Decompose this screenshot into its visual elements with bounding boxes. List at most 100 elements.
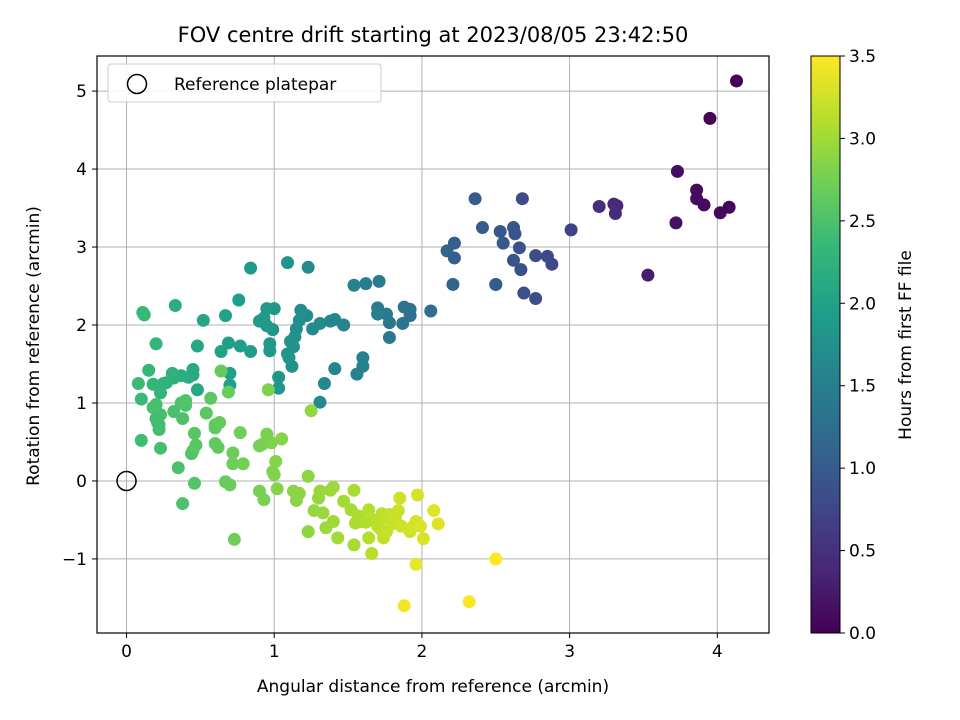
data-point-111: [134, 433, 148, 447]
data-point-7: [670, 164, 684, 178]
data-point-90: [214, 345, 228, 359]
data-point-103: [154, 386, 168, 400]
data-point-205: [427, 504, 441, 518]
data-point-93: [190, 383, 204, 397]
reference-platepar-marker: [116, 470, 137, 492]
data-point-27: [493, 224, 507, 238]
data-point-71: [281, 347, 295, 361]
data-point-141: [221, 385, 235, 399]
data-point-14: [564, 223, 578, 237]
chart-title: FOV centre drift starting at 2023/08/05 …: [178, 23, 689, 47]
data-point-60: [301, 260, 315, 274]
data-point-50: [350, 367, 364, 381]
data-point-178: [347, 483, 361, 497]
data-point-151: [257, 493, 271, 507]
colorbar: 0.0 0.5 1.0 1.5 2.0 2.5 3.0 3.5 Hours from firs…: [810, 47, 916, 644]
data-points: [116, 74, 744, 613]
y-tick-label-3: 2: [76, 316, 87, 336]
data-point-6: [690, 192, 704, 206]
data-point-12: [608, 207, 622, 221]
data-point-21: [514, 263, 528, 277]
data-point-172: [326, 480, 340, 494]
data-point-157: [269, 454, 283, 468]
data-point-30: [475, 221, 489, 235]
data-point-126: [179, 398, 193, 412]
data-point-3: [713, 206, 727, 220]
data-point-123: [176, 497, 190, 511]
data-point-56: [317, 376, 331, 390]
data-point-165: [304, 404, 318, 418]
data-point-183: [362, 531, 376, 545]
data-point-29: [489, 277, 503, 291]
data-point-44: [372, 274, 386, 288]
data-point-53: [328, 362, 342, 376]
colorbar-tick-label-0: 0.0: [849, 624, 876, 644]
x-tick-label-1: 1: [269, 642, 280, 662]
data-point-164: [301, 525, 315, 539]
data-point-51: [347, 278, 361, 292]
colorbar-tick-label-5: 2.5: [849, 212, 876, 232]
data-point-73: [272, 381, 286, 395]
data-point-177: [347, 538, 361, 552]
data-point-154: [264, 436, 278, 450]
data-point-108: [136, 306, 150, 320]
data-point-13: [592, 199, 606, 213]
data-point-20: [515, 192, 529, 206]
data-point-163: [301, 469, 315, 483]
data-point-207: [409, 557, 423, 571]
data-point-168: [313, 484, 327, 498]
data-point-129: [187, 476, 201, 490]
x-axis-label: Angular distance from reference (arcmin): [257, 677, 609, 697]
data-point-70: [281, 256, 295, 270]
y-tick-label-4: 3: [76, 238, 87, 258]
data-point-210: [489, 552, 503, 566]
data-point-144: [226, 446, 240, 460]
colorbar-tick-label-3: 1.5: [849, 377, 876, 397]
data-point-209: [462, 595, 476, 609]
data-point-146: [233, 426, 247, 440]
x-tick-label-4: 4: [712, 642, 723, 662]
colorbar-ticks: 0.0 0.5 1.0 1.5 2.0 2.5 3.0 3.5: [840, 47, 876, 644]
colorbar-tick-label-7: 3.5: [849, 47, 876, 67]
data-point-110: [131, 376, 145, 390]
data-point-46: [371, 307, 385, 321]
data-point-156: [267, 468, 281, 482]
data-point-197: [393, 491, 407, 505]
data-point-145: [227, 532, 241, 546]
data-point-62: [294, 303, 308, 317]
data-point-158: [270, 482, 284, 496]
data-point-106: [142, 363, 156, 377]
data-point-1: [703, 111, 717, 125]
data-point-121: [171, 461, 185, 475]
data-point-81: [252, 314, 266, 328]
x-tick-label-2: 2: [417, 642, 428, 662]
y-tick-label-2: 1: [76, 394, 87, 414]
data-point-40: [396, 316, 410, 330]
data-point-139: [214, 364, 228, 378]
y-tick-label-6: 5: [76, 82, 87, 102]
data-point-130: [187, 426, 201, 440]
legend-box: [107, 63, 382, 103]
data-point-119: [146, 401, 160, 415]
data-point-153: [261, 383, 275, 397]
data-point-173: [326, 514, 340, 528]
data-point-88: [221, 336, 235, 350]
data-point-174: [331, 531, 345, 545]
y-axis-label: Rotation from reference (arcmin): [24, 206, 44, 486]
data-point-137: [211, 440, 225, 454]
legend-marker-open-circle: [126, 73, 148, 95]
data-point-34: [446, 277, 460, 291]
data-point-185: [365, 546, 379, 560]
data-point-72: [272, 370, 286, 384]
data-point-115: [152, 422, 166, 436]
colorbar-tick-label-2: 1.0: [849, 459, 876, 479]
data-point-47: [359, 277, 373, 291]
data-point-138: [213, 415, 227, 429]
data-point-204: [416, 532, 430, 546]
data-point-92: [190, 339, 204, 353]
colorbar-gradient: [810, 55, 841, 634]
data-point-57: [313, 395, 327, 409]
data-point-22: [512, 241, 526, 255]
data-point-133: [204, 391, 218, 405]
